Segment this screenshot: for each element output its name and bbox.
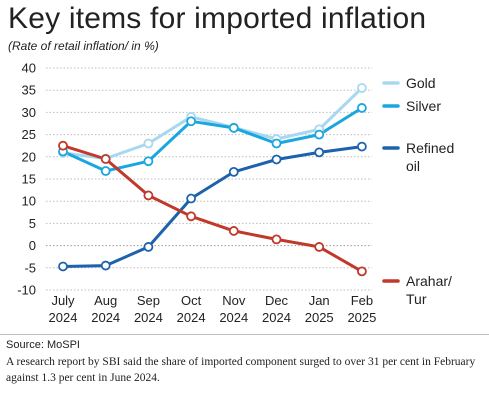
y-tick-label: -5 [24, 260, 36, 275]
data-point [314, 242, 325, 252]
series-line [61, 106, 364, 173]
x-tick-label-month: Dec [265, 293, 289, 308]
data-point [356, 141, 367, 152]
y-tick-label: 5 [29, 216, 36, 231]
x-tick-label-year: 2025 [347, 310, 376, 325]
y-tick-label: -10 [17, 283, 36, 298]
data-point [58, 261, 68, 272]
series-line [61, 86, 364, 161]
x-tick-label-month: Feb [351, 293, 373, 308]
x-tick-label-year: 2024 [262, 310, 291, 325]
legend-label: Gold [406, 75, 436, 91]
series-lines [58, 83, 367, 277]
x-tick-label-month: Jan [309, 293, 330, 308]
data-point [100, 154, 111, 164]
data-point [228, 166, 239, 177]
chart-title: Key items for imported inflation [8, 2, 427, 35]
legend-label: Refined [406, 140, 454, 156]
x-tick-label-year: 2025 [305, 310, 334, 325]
footer-divider [0, 334, 489, 335]
x-tick-label-month: Sep [137, 293, 160, 308]
line-chart: 40 35 30 25 20 15 10 5 0 -5 -10 July 2024 Aug 2024 Sep… [17, 61, 454, 326]
data-point [100, 260, 111, 271]
data-point [186, 193, 197, 204]
legend: Gold Silver Refined oil Arahar/Tur [382, 75, 454, 307]
y-tick-label: 20 [22, 149, 36, 164]
data-point [58, 140, 68, 151]
note-text: A research report by SBI said the share … [6, 356, 476, 384]
data-point [356, 83, 367, 93]
data-point [100, 166, 111, 176]
legend-label: Tur [406, 291, 427, 307]
data-point [314, 129, 325, 140]
x-tick-label-year: 2024 [91, 310, 120, 325]
legend-label: Silver [406, 98, 441, 114]
data-point [314, 147, 325, 158]
source-text: Source: MoSPI [6, 339, 80, 351]
y-axis-ticks: 40 35 30 25 20 15 10 5 0 -5 -10 [17, 61, 36, 298]
x-tick-label-month: Oct [181, 293, 202, 308]
data-point [271, 154, 282, 165]
x-tick-label-year: 2024 [219, 310, 248, 325]
x-tick-label-month: Nov [222, 293, 246, 308]
x-tick-label-year: 2024 [49, 310, 78, 325]
data-point [228, 226, 239, 236]
data-point [186, 211, 197, 222]
x-tick-label-year: 2024 [177, 310, 206, 325]
data-point [143, 156, 154, 167]
data-point [143, 190, 154, 201]
x-tick-label-month: July [51, 293, 75, 308]
x-tick-label-year: 2024 [134, 310, 163, 325]
x-axis-ticks: July 2024 Aug 2024 Sep 2024 Oct 2024 Nov 2024 Dec 2… [49, 293, 377, 325]
y-tick-label: 25 [22, 127, 36, 142]
data-point [356, 266, 367, 277]
data-point [271, 234, 282, 245]
chart-subtitle: (Rate of retail inflation/ in %) [8, 39, 159, 53]
y-tick-label: 30 [22, 105, 36, 120]
legend-label: Arahar/ [406, 273, 452, 289]
data-point [271, 138, 282, 149]
y-tick-label: 15 [22, 172, 36, 187]
y-tick-label: 10 [22, 194, 36, 209]
legend-label: oil [406, 158, 420, 174]
series-line [61, 145, 364, 268]
data-point [143, 242, 154, 252]
y-tick-label: 40 [22, 61, 36, 76]
y-tick-label: 0 [29, 238, 36, 253]
series-line [61, 144, 364, 273]
grid-lines [46, 67, 372, 291]
data-point [228, 123, 239, 133]
data-point [186, 116, 197, 127]
x-tick-label-month: Aug [94, 293, 117, 308]
data-point [356, 103, 367, 113]
y-tick-label: 35 [22, 83, 36, 98]
data-point [143, 138, 154, 149]
